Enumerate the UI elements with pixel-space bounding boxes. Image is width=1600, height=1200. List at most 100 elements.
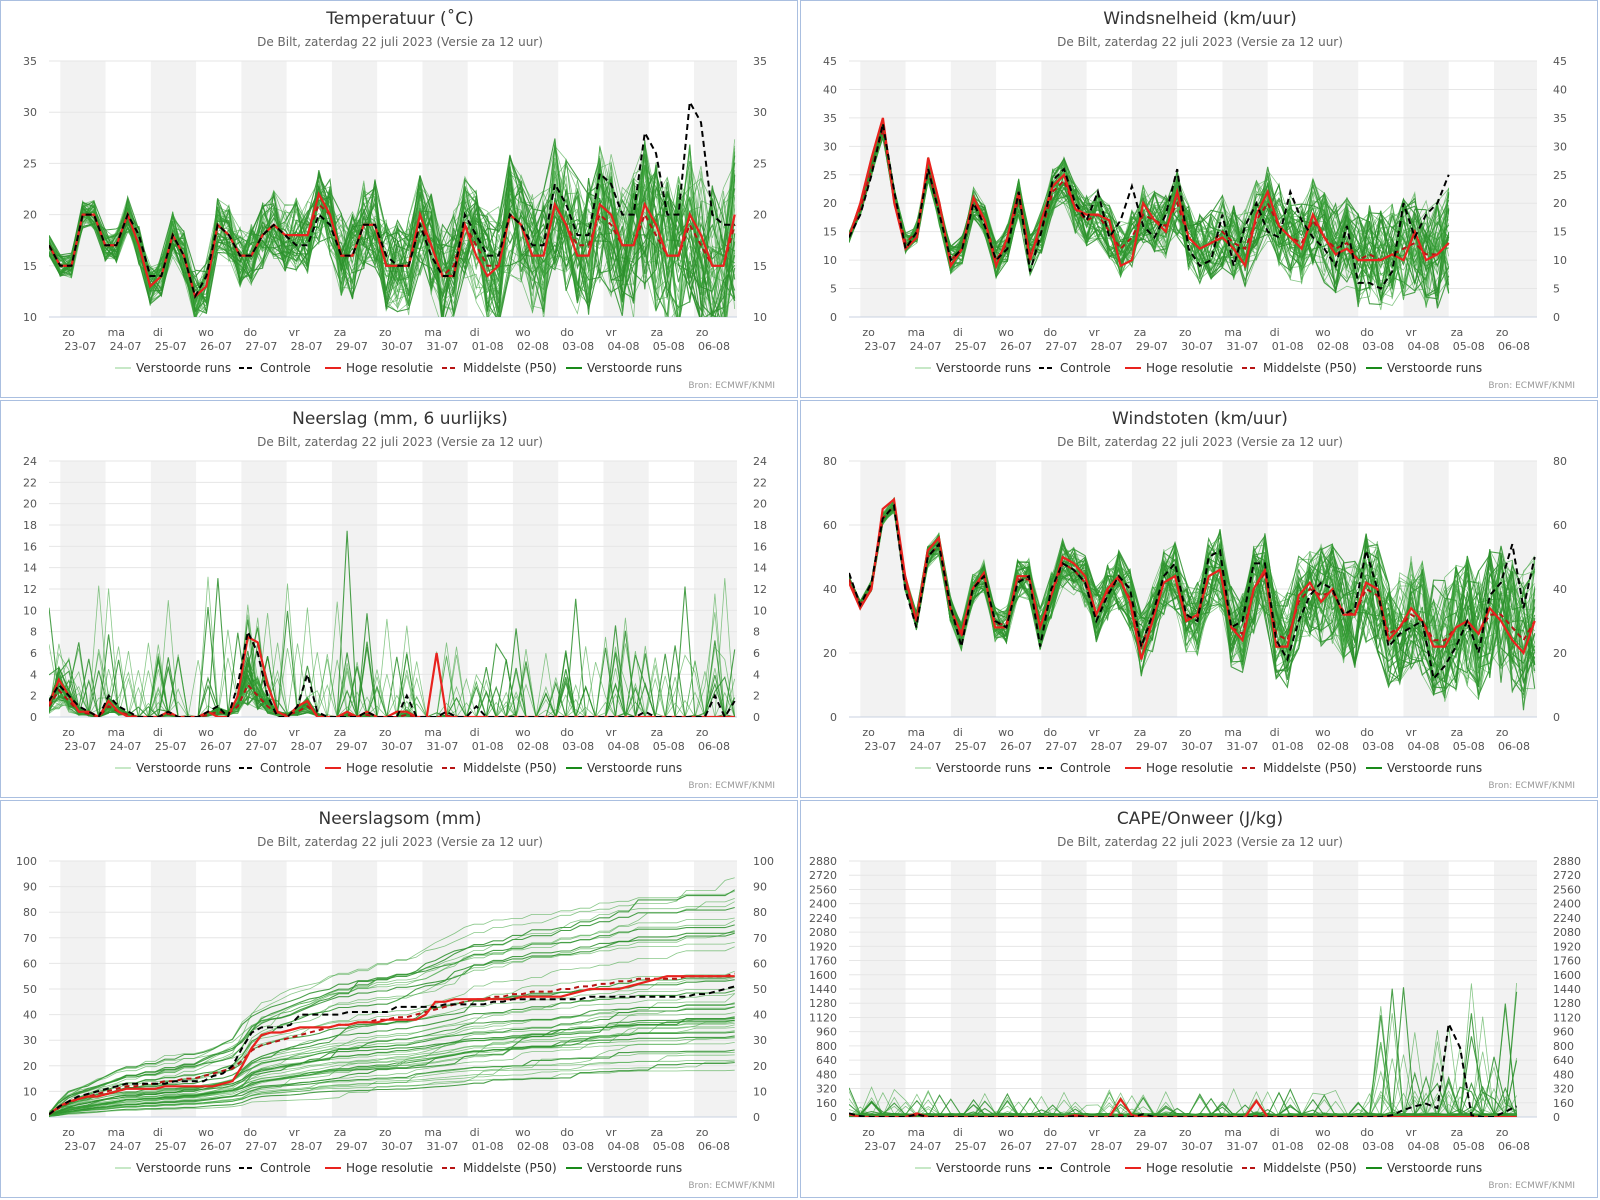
x-tick-day: vr bbox=[1089, 1126, 1101, 1139]
y-tick-label-right: 320 bbox=[1553, 1083, 1574, 1096]
legend-label: Verstoorde runs bbox=[1387, 1161, 1482, 1175]
series-group bbox=[849, 496, 1536, 711]
x-tick-day: di bbox=[953, 326, 963, 339]
x-tick-date: 26-07 bbox=[1000, 340, 1032, 353]
x-tick-date: 27-07 bbox=[245, 740, 277, 753]
y-tick-label-right: 0 bbox=[1553, 711, 1560, 724]
x-tick-day: di bbox=[470, 1126, 480, 1139]
ensemble-member-line bbox=[49, 648, 735, 717]
x-tick-date: 03-08 bbox=[562, 1140, 594, 1153]
x-tick-day: vr bbox=[1405, 1126, 1417, 1139]
x-tick-day: za bbox=[651, 326, 664, 339]
x-tick-date: 28-07 bbox=[291, 340, 323, 353]
x-tick-day: ma bbox=[1224, 726, 1241, 739]
y-tick-label-left: 10 bbox=[823, 254, 837, 267]
day-shade bbox=[241, 61, 287, 317]
x-tick-day: wo bbox=[998, 326, 1014, 339]
y-tick-label-right: 1280 bbox=[1553, 997, 1581, 1010]
y-tick-label-right: 640 bbox=[1553, 1054, 1574, 1067]
legend-label: Controle bbox=[1060, 361, 1111, 375]
legend-label: Middelste (P50) bbox=[1263, 761, 1357, 775]
x-tick-date: 05-08 bbox=[653, 740, 685, 753]
cape-chart: CAPE/Onweer (J/kg) De Bilt, zaterdag 22 j… bbox=[809, 809, 1581, 1191]
x-tick-day: za bbox=[1134, 326, 1147, 339]
x-tick-day: vr bbox=[289, 326, 301, 339]
y-tick-label-left: 40 bbox=[823, 83, 837, 96]
hires-series-line bbox=[849, 117, 1450, 270]
x-tick-date: 28-07 bbox=[291, 740, 323, 753]
x-tick-day: di bbox=[153, 726, 163, 739]
x-tick-date: 31-07 bbox=[1226, 340, 1258, 353]
chart-panel-wind-speed: Windsnelheid (km/uur) De Bilt, zaterdag 2… bbox=[800, 0, 1598, 398]
y-tick-label-right: 2880 bbox=[1553, 855, 1581, 868]
x-tick-day: wo bbox=[198, 326, 214, 339]
x-tick-day: ma bbox=[108, 726, 125, 739]
y-tick-label-right: 10 bbox=[753, 311, 767, 324]
chart-panel-temperature: Temperatuur (˚C) De Bilt, zaterdag 22 jul… bbox=[0, 0, 798, 398]
x-tick-date: 03-08 bbox=[562, 740, 594, 753]
x-tick-day: wo bbox=[998, 1126, 1014, 1139]
x-tick-day: za bbox=[1451, 726, 1464, 739]
hires-series-line bbox=[49, 635, 735, 717]
x-tick-date: 01-08 bbox=[1272, 740, 1304, 753]
x-tick-date: 25-07 bbox=[155, 740, 187, 753]
ensemble-member-line bbox=[49, 630, 735, 717]
ensemble-member-line bbox=[49, 987, 735, 1117]
chart-panel-precip-sum: Neerslagsom (mm) De Bilt, zaterdag 22 jul… bbox=[0, 800, 798, 1198]
x-tick-date: 03-08 bbox=[1362, 740, 1394, 753]
ensemble-member-line bbox=[849, 501, 1535, 686]
y-tick-label-right: 24 bbox=[753, 455, 767, 468]
series-group bbox=[49, 877, 735, 1117]
y-tick-label-right: 2 bbox=[753, 690, 760, 703]
y-tick-label-left: 60 bbox=[23, 957, 37, 970]
x-tick-date: 28-07 bbox=[1091, 340, 1123, 353]
y-tick-label-right: 60 bbox=[753, 957, 767, 970]
x-tick-date: 03-08 bbox=[1362, 340, 1394, 353]
x-tick-day: zo bbox=[696, 1126, 709, 1139]
legend-label: Controle bbox=[260, 361, 311, 375]
x-tick-date: 26-07 bbox=[1000, 740, 1032, 753]
ensemble-member-line bbox=[49, 157, 736, 317]
ensemble-member-line bbox=[49, 1035, 735, 1117]
x-tick-day: za bbox=[1451, 1126, 1464, 1139]
y-tick-label-right: 480 bbox=[1553, 1068, 1574, 1081]
y-tick-label-left: 35 bbox=[823, 112, 837, 125]
x-tick-date: 25-07 bbox=[955, 1140, 987, 1153]
x-tick-day: wo bbox=[198, 1126, 214, 1139]
control-series-line bbox=[49, 985, 735, 1116]
x-tick-date: 02-08 bbox=[1317, 340, 1349, 353]
legend-label: Verstoorde runs bbox=[587, 761, 682, 775]
y-tick-label-right: 0 bbox=[753, 711, 760, 724]
y-tick-label-left: 2560 bbox=[809, 883, 837, 896]
x-tick-date: 06-08 bbox=[698, 740, 730, 753]
source-label: Bron: ECMWF/KNMI bbox=[688, 381, 775, 391]
y-tick-label-left: 5 bbox=[830, 283, 837, 296]
x-tick-day: ma bbox=[424, 1126, 441, 1139]
y-tick-label-right: 15 bbox=[753, 260, 767, 273]
x-tick-day: zo bbox=[379, 326, 392, 339]
x-tick-date: 05-08 bbox=[1453, 1140, 1485, 1153]
y-tick-label-right: 45 bbox=[1553, 55, 1567, 68]
x-tick-day: zo bbox=[862, 1126, 875, 1139]
x-tick-day: wo bbox=[515, 326, 531, 339]
x-tick-date: 02-08 bbox=[517, 740, 549, 753]
legend-label: Verstoorde runs bbox=[587, 361, 682, 375]
x-tick-day: ma bbox=[908, 726, 925, 739]
ensemble-member-line bbox=[49, 889, 735, 1114]
x-tick-date: 03-08 bbox=[562, 340, 594, 353]
y-tick-label-left: 0 bbox=[30, 1111, 37, 1124]
x-tick-date: 01-08 bbox=[472, 340, 504, 353]
y-tick-label-left: 10 bbox=[23, 1085, 37, 1098]
x-tick-day: zo bbox=[1496, 326, 1509, 339]
x-tick-date: 24-07 bbox=[910, 740, 942, 753]
x-tick-day: vr bbox=[1089, 326, 1101, 339]
hires-series-line bbox=[49, 975, 735, 1116]
x-tick-day: di bbox=[153, 326, 163, 339]
ensemble-member-line bbox=[49, 1059, 735, 1117]
x-tick-date: 30-07 bbox=[381, 340, 413, 353]
ensemble-member-line bbox=[49, 993, 735, 1116]
legend-label: Middelste (P50) bbox=[463, 361, 557, 375]
x-tick-day: wo bbox=[998, 726, 1014, 739]
y-tick-label-left: 30 bbox=[23, 106, 37, 119]
x-tick-day: za bbox=[651, 726, 664, 739]
